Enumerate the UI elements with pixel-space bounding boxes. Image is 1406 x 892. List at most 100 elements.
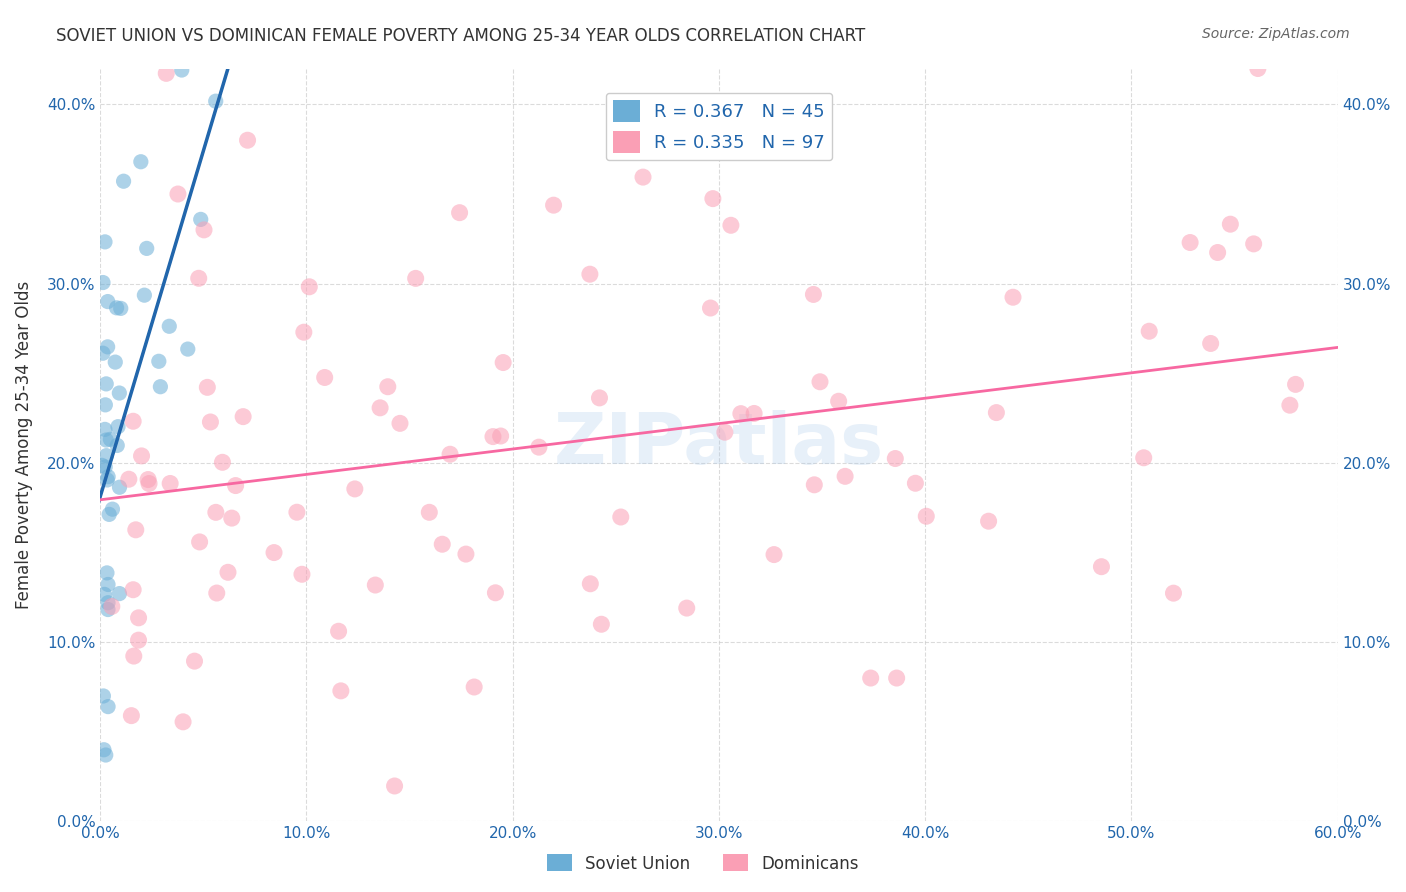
Point: [101, 502, 124, 516]
Point: [205, 586, 228, 600]
Point: [1199, 336, 1222, 351]
Point: [122, 582, 145, 597]
Point: [93, 689, 115, 703]
Point: [190, 212, 212, 227]
Point: [221, 511, 243, 525]
Point: [110, 301, 132, 316]
Point: [96, 433, 118, 447]
Point: [177, 342, 200, 356]
Point: [527, 440, 550, 454]
Point: [107, 419, 129, 434]
Point: [263, 545, 285, 559]
Point: [1243, 236, 1265, 251]
Point: [986, 406, 1008, 420]
Point: [232, 409, 254, 424]
Point: [1219, 217, 1241, 231]
Point: [211, 455, 233, 469]
Point: [1278, 398, 1301, 412]
Point: [149, 380, 172, 394]
Point: [94, 747, 117, 762]
Point: [170, 63, 193, 78]
Point: [388, 417, 411, 431]
Point: [314, 370, 336, 384]
Point: [977, 514, 1000, 528]
Point: [886, 671, 908, 685]
Point: [94, 235, 117, 249]
Point: [98, 508, 121, 522]
Point: [730, 407, 752, 421]
Point: [100, 433, 122, 447]
Point: [96, 473, 118, 487]
Point: [187, 271, 209, 285]
Point: [884, 451, 907, 466]
Point: [449, 205, 471, 219]
Point: [96, 449, 118, 463]
Point: [105, 438, 128, 452]
Point: [112, 174, 135, 188]
Point: [285, 505, 308, 519]
Point: [148, 354, 170, 368]
Point: [543, 198, 565, 212]
Point: [579, 267, 602, 281]
Point: [101, 599, 124, 614]
Point: [97, 340, 120, 354]
Point: [454, 547, 477, 561]
Point: [205, 505, 228, 519]
Point: [105, 301, 128, 315]
Point: [193, 223, 215, 237]
Point: [702, 192, 724, 206]
Point: [125, 523, 148, 537]
Point: [1001, 290, 1024, 304]
Text: Source: ZipAtlas.com: Source: ZipAtlas.com: [1202, 27, 1350, 41]
Point: [915, 509, 938, 524]
Point: [298, 280, 321, 294]
Point: [131, 449, 153, 463]
Text: SOVIET UNION VS DOMINICAN FEMALE POVERTY AMONG 25-34 YEAR OLDS CORRELATION CHART: SOVIET UNION VS DOMINICAN FEMALE POVERTY…: [56, 27, 866, 45]
Point: [172, 714, 194, 729]
Point: [1206, 245, 1229, 260]
Point: [195, 380, 218, 394]
Point: [120, 708, 142, 723]
Text: ZIPatlas: ZIPatlas: [554, 410, 884, 480]
Point: [492, 355, 515, 369]
Point: [128, 633, 150, 648]
Point: [1163, 586, 1185, 600]
Point: [225, 478, 247, 492]
Point: [439, 447, 461, 461]
Point: [418, 505, 440, 519]
Point: [579, 576, 602, 591]
Point: [742, 407, 765, 421]
Point: [97, 602, 120, 616]
Point: [188, 535, 211, 549]
Point: [129, 154, 152, 169]
Point: [343, 482, 366, 496]
Point: [97, 699, 120, 714]
Point: [204, 94, 226, 108]
Point: [200, 415, 222, 429]
Point: [405, 271, 427, 285]
Point: [122, 414, 145, 428]
Point: [236, 133, 259, 147]
Point: [834, 469, 856, 483]
Point: [167, 186, 190, 201]
Point: [159, 476, 181, 491]
Point: [108, 586, 131, 600]
Point: [96, 376, 118, 391]
Point: [664, 130, 686, 145]
Point: [97, 294, 120, 309]
Point: [368, 401, 391, 415]
Point: [94, 460, 117, 475]
Legend: Soviet Union, Dominicans: Soviet Union, Dominicans: [540, 847, 866, 880]
Point: [108, 480, 131, 494]
Point: [827, 394, 849, 409]
Point: [94, 398, 117, 412]
Point: [135, 241, 157, 255]
Point: [329, 684, 352, 698]
Point: [859, 671, 882, 685]
Point: [108, 386, 131, 401]
Point: [91, 346, 114, 360]
Point: [90, 458, 112, 473]
Point: [699, 301, 721, 315]
Point: [803, 478, 825, 492]
Point: [136, 473, 159, 487]
